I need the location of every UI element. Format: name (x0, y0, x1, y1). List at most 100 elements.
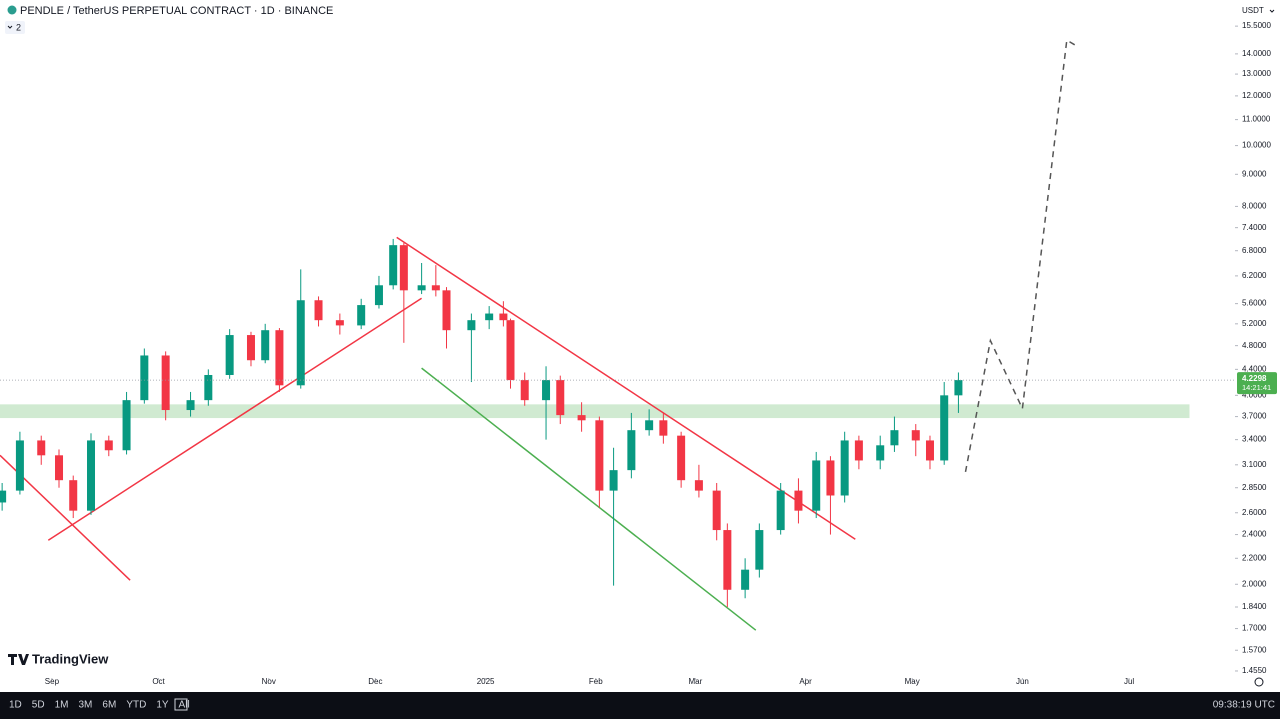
candle-body (69, 480, 78, 511)
y-tick-label: 10.0000 (1242, 141, 1271, 150)
y-tick-label: 3.1000 (1242, 460, 1267, 469)
candle-body (314, 300, 323, 321)
y-tick-label: 6.2000 (1242, 271, 1267, 280)
support-zone (0, 404, 1190, 419)
y-tick-label: 3.4000 (1242, 435, 1267, 444)
x-tick-label: May (905, 677, 920, 686)
range-button[interactable]: 1M (55, 700, 69, 711)
indicator-count[interactable]: 2 (16, 22, 21, 32)
x-tick-label: Dec (368, 677, 382, 686)
date-range-button[interactable] (174, 698, 188, 711)
y-tick-label: 7.4000 (1242, 223, 1267, 232)
y-tick-label: 4.4000 (1242, 364, 1267, 373)
chevron (7, 25, 13, 29)
candle-body (741, 569, 750, 590)
y-tick-label: 14.0000 (1242, 49, 1271, 58)
logo-text: TradingView (32, 651, 109, 666)
range-button[interactable]: YTD (126, 700, 146, 711)
y-tick-label: 13.0000 (1242, 69, 1271, 78)
range-button[interactable]: 5D (32, 700, 45, 711)
candle-body (812, 460, 821, 511)
y-tick-label: 2.6000 (1242, 508, 1267, 517)
candle-body (296, 300, 305, 386)
symbol-title[interactable]: PENDLE / TetherUS PERPETUAL CONTRACT · 1… (20, 5, 333, 17)
candle-body (357, 305, 366, 326)
candle-body (104, 440, 113, 451)
x-tick-label: Feb (589, 677, 603, 686)
trendline (421, 367, 757, 631)
candle-body (37, 440, 46, 456)
candle-body (876, 445, 885, 461)
y-tick-label: 2.0000 (1242, 579, 1267, 588)
indicator-toggle[interactable] (5, 21, 25, 34)
y-tick-label: 1.4550 (1242, 666, 1267, 675)
candle-body (417, 285, 426, 291)
candle-body (374, 285, 383, 306)
range-button[interactable]: 6M (102, 700, 116, 711)
candle-body (840, 440, 849, 496)
y-tick-label: 1.5700 (1242, 645, 1267, 654)
candle-body (467, 320, 476, 331)
candle-body (485, 313, 494, 321)
currency[interactable]: USDT (1242, 6, 1264, 15)
price-axis (1235, 0, 1280, 692)
logo-mark (8, 654, 29, 665)
candle-body (911, 430, 920, 441)
candle-body (723, 530, 732, 590)
y-tick-label: 1.8400 (1242, 602, 1267, 611)
candle-body (826, 460, 835, 496)
projection-path (964, 38, 1077, 473)
y-tick-label: 2.2000 (1242, 553, 1267, 562)
candle-body (246, 335, 255, 361)
range-button[interactable]: 3M (79, 700, 93, 711)
candle-body (186, 400, 195, 411)
candle-body (335, 320, 344, 326)
candle-body (854, 440, 863, 461)
candle-body (399, 245, 408, 291)
candle-body (204, 374, 213, 401)
candle-body (225, 335, 234, 375)
range-button[interactable]: All (179, 700, 190, 711)
candle-body (659, 420, 668, 436)
y-tick-label: 11.0000 (1242, 115, 1271, 124)
last-price-box (1237, 372, 1277, 395)
y-tick-label: 9.0000 (1242, 169, 1267, 178)
candle-body (776, 490, 785, 531)
range-button[interactable]: 1D (9, 700, 22, 711)
y-tick-label: 1.7000 (1242, 624, 1267, 633)
axis-settings[interactable] (1254, 677, 1264, 687)
candle-body (275, 330, 284, 386)
candle-body (122, 400, 131, 451)
x-tick-label: Sep (45, 677, 60, 686)
y-tick-label: 12.0000 (1242, 91, 1271, 100)
chevron (1269, 9, 1275, 13)
plot-area (0, 38, 1235, 631)
candle-body (556, 380, 565, 416)
candle-body (645, 420, 654, 431)
x-tick-label: Nov (262, 677, 276, 686)
candle-body (261, 330, 270, 361)
candle-body (431, 285, 440, 291)
trendline (396, 236, 856, 540)
candle-body (506, 320, 515, 381)
candle-body (794, 490, 803, 511)
y-tick-label: 5.6000 (1242, 299, 1267, 308)
y-tick-label: 2.4000 (1242, 530, 1267, 539)
candle-body (712, 490, 721, 531)
x-tick-label: Jul (1124, 677, 1134, 686)
candle-body (55, 455, 64, 481)
y-tick-label: 15.5000 (1242, 21, 1271, 30)
x-tick-label: Jun (1016, 677, 1029, 686)
candle-body (595, 420, 604, 491)
range-button[interactable]: 1Y (156, 700, 169, 711)
candle-body (627, 430, 636, 471)
y-tick-label: 2.8500 (1242, 483, 1267, 492)
x-tick-label: Mar (688, 677, 702, 686)
candle-body (609, 470, 618, 491)
candle-body (542, 380, 551, 401)
logo: TradingView (8, 651, 109, 666)
candle-body (389, 245, 398, 286)
y-tick-label: 4.0000 (1242, 390, 1267, 399)
